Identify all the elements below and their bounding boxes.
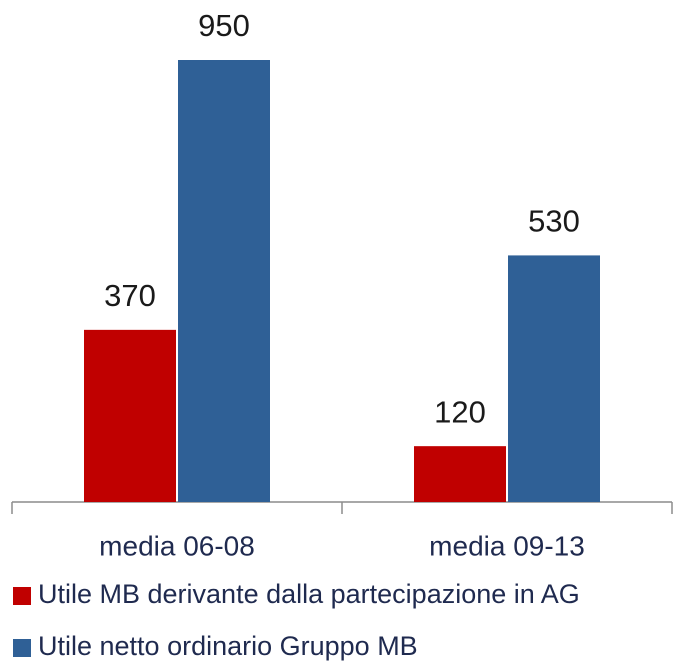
bar: [84, 329, 176, 502]
bar: [178, 60, 270, 502]
value-label: 530: [528, 204, 580, 239]
value-label: 120: [434, 394, 486, 429]
value-label: 950: [198, 8, 250, 43]
x-tick-label: media 09-13: [429, 530, 585, 561]
legend-swatch: [13, 639, 31, 657]
legend-swatch: [13, 587, 31, 605]
bar: [414, 446, 506, 502]
x-tick-label: media 06-08: [99, 530, 255, 561]
value-label: 370: [104, 278, 156, 313]
bar: [508, 255, 600, 502]
legend-label: Utile netto ordinario Gruppo MB: [38, 631, 418, 661]
legend-label: Utile MB derivante dalla partecipazione …: [38, 579, 580, 609]
